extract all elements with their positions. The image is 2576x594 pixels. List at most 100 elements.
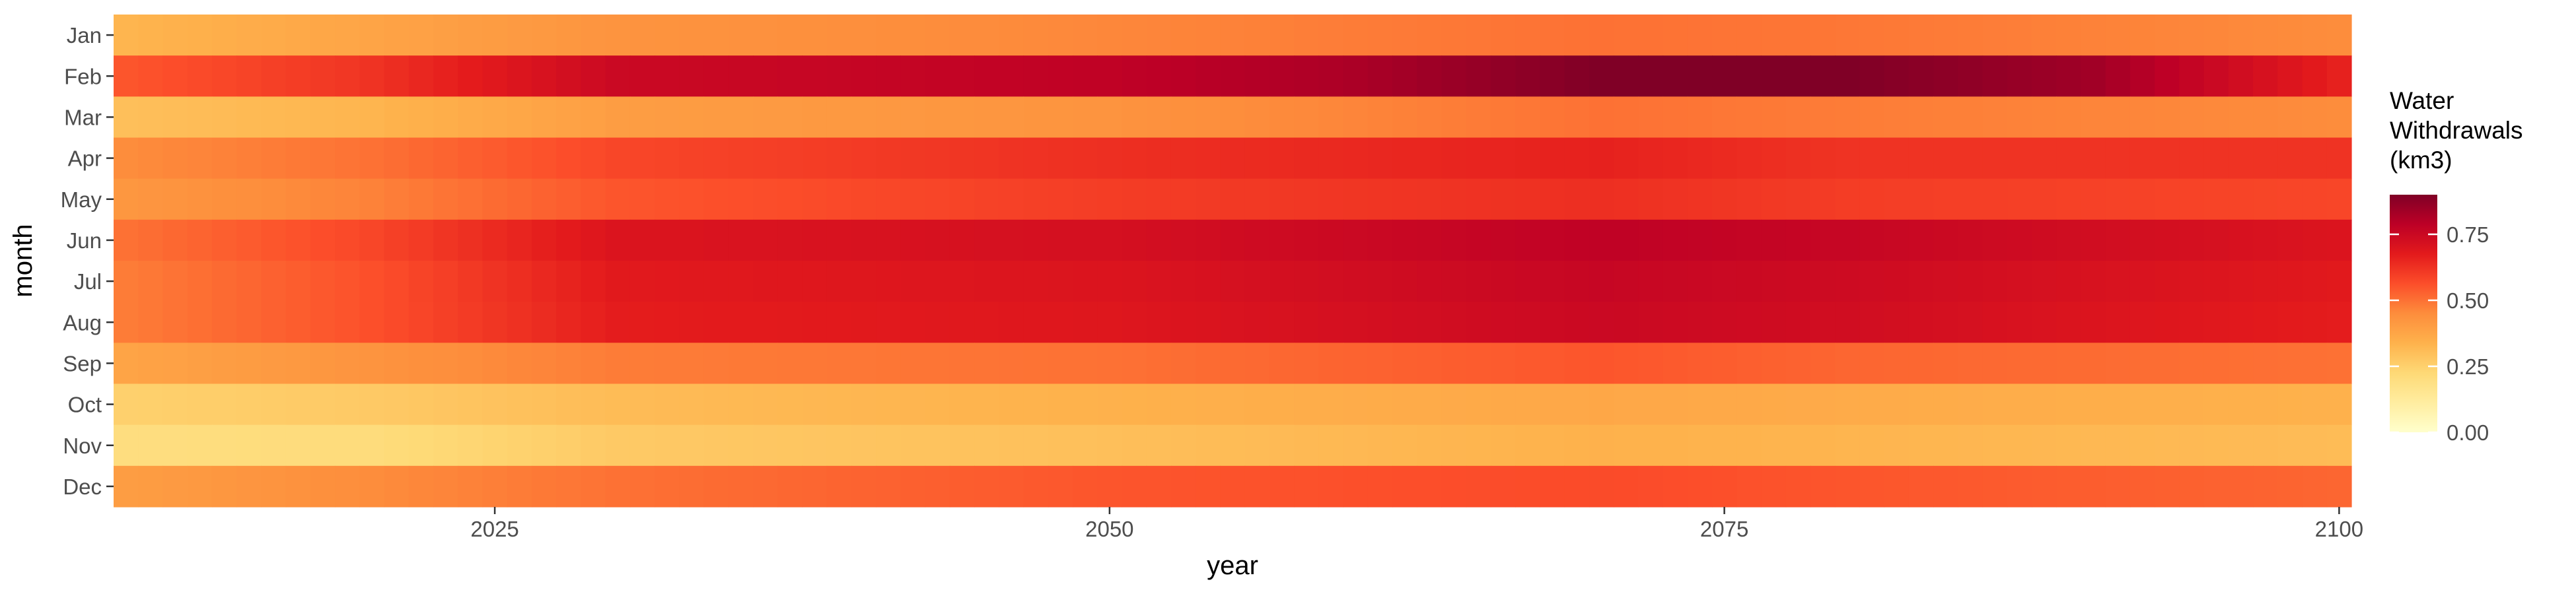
heatmap-cell <box>605 137 631 180</box>
heatmap-cell <box>2081 302 2106 343</box>
heatmap-cell <box>2179 55 2205 97</box>
heatmap-cell <box>359 302 385 343</box>
heatmap-cell <box>802 96 828 139</box>
heatmap-cell <box>1933 465 1958 508</box>
heatmap-cell <box>2203 219 2229 261</box>
heatmap-cell <box>1490 424 1516 467</box>
heatmap-cell <box>876 302 901 343</box>
heatmap-cell <box>1490 302 1516 343</box>
heatmap-cell <box>1170 219 1196 261</box>
heatmap-cell <box>1835 343 1860 385</box>
heatmap-cell <box>2302 96 2328 139</box>
heatmap-cell <box>728 343 754 385</box>
heatmap-cell <box>1367 219 1393 261</box>
heatmap-cell <box>482 343 508 385</box>
heatmap-cell <box>655 383 680 426</box>
heatmap-cell <box>1220 96 1246 139</box>
legend-title-line: Water <box>2390 87 2454 114</box>
heatmap-cell <box>187 465 213 508</box>
heatmap-cell <box>531 137 557 180</box>
heatmap-cell <box>507 219 532 261</box>
heatmap-cell <box>900 219 926 261</box>
heatmap-cell <box>2302 424 2328 467</box>
heatmap-cell <box>999 261 1024 302</box>
heatmap-cell <box>629 383 655 426</box>
heatmap-cell <box>949 383 975 426</box>
heatmap-cell <box>1736 465 1762 508</box>
heatmap-cell <box>384 465 410 508</box>
heatmap-cell <box>2277 302 2303 343</box>
heatmap-cell <box>1441 424 1467 467</box>
heatmap-cell <box>1638 96 1664 139</box>
heatmap-cell <box>1540 219 1565 261</box>
heatmap-cell <box>605 424 631 467</box>
heatmap-cell <box>1318 424 1344 467</box>
heatmap-cell <box>826 15 852 56</box>
heatmap-cell <box>1170 178 1196 220</box>
heatmap-cell <box>1564 219 1590 261</box>
heatmap-cell <box>138 383 164 426</box>
heatmap-cell <box>1343 383 1369 426</box>
heatmap-cell <box>1785 178 1811 220</box>
heatmap-cell <box>949 219 975 261</box>
heatmap-cell <box>1687 178 1713 220</box>
heatmap-cell <box>1048 178 1073 220</box>
heatmap-cell <box>1663 55 1688 97</box>
heatmap-cell <box>1023 343 1049 385</box>
heatmap-cell <box>162 96 188 139</box>
heatmap-cell <box>531 383 557 426</box>
heatmap-cell <box>1810 55 1836 97</box>
heatmap-cell <box>999 465 1024 508</box>
heatmap-cell <box>1663 383 1688 426</box>
heatmap-cell <box>1614 219 1639 261</box>
heatmap-cell <box>1564 55 1590 97</box>
heatmap-cell <box>1933 383 1958 426</box>
heatmap-cell <box>925 465 950 508</box>
heatmap-cell <box>1269 383 1295 426</box>
heatmap-cell <box>433 178 458 220</box>
heatmap-cell <box>605 15 631 56</box>
heatmap-cell <box>728 261 754 302</box>
heatmap-cell <box>458 96 483 139</box>
heatmap-cell <box>1638 15 1664 56</box>
heatmap-cell <box>1441 15 1467 56</box>
heatmap-cell <box>162 465 188 508</box>
heatmap-cell <box>114 424 139 467</box>
heatmap-cell <box>1170 15 1196 56</box>
heatmap-cell <box>2179 383 2205 426</box>
heatmap-cell <box>1810 96 1836 139</box>
heatmap-cell <box>2326 96 2352 139</box>
heatmap-cell <box>236 343 262 385</box>
heatmap-cell <box>1367 55 1393 97</box>
heatmap-cell <box>1736 96 1762 139</box>
heatmap-cell <box>1441 383 1467 426</box>
heatmap-cell <box>1048 261 1073 302</box>
heatmap-cell <box>138 465 164 508</box>
heatmap-cell <box>1318 219 1344 261</box>
heatmap-cell <box>2081 343 2106 385</box>
heatmap-cell <box>925 137 950 180</box>
heatmap-cell <box>2155 178 2180 220</box>
heatmap-cell <box>1073 178 1098 220</box>
heatmap-cell <box>310 465 336 508</box>
y-tick-label: Jun <box>67 228 102 253</box>
heatmap-cell <box>876 343 901 385</box>
heatmap-cell <box>1540 465 1565 508</box>
heatmap-cell <box>1244 261 1270 302</box>
heatmap-cell <box>162 15 188 56</box>
heatmap-cell <box>187 137 213 180</box>
heatmap-cell <box>999 383 1024 426</box>
heatmap-cell <box>1196 15 1221 56</box>
heatmap-cell <box>2203 137 2229 180</box>
heatmap-cell <box>482 55 508 97</box>
y-tick-label: Apr <box>68 147 102 171</box>
heatmap-cell <box>2155 343 2180 385</box>
heatmap-cell <box>211 261 237 302</box>
heatmap-cell <box>802 302 828 343</box>
heatmap-cell <box>1589 261 1614 302</box>
heatmap-cell <box>2007 424 2032 467</box>
heatmap-cell <box>138 261 164 302</box>
heatmap-cell <box>1859 343 1885 385</box>
heatmap-cell <box>335 178 360 220</box>
heatmap-cell <box>2253 15 2278 56</box>
